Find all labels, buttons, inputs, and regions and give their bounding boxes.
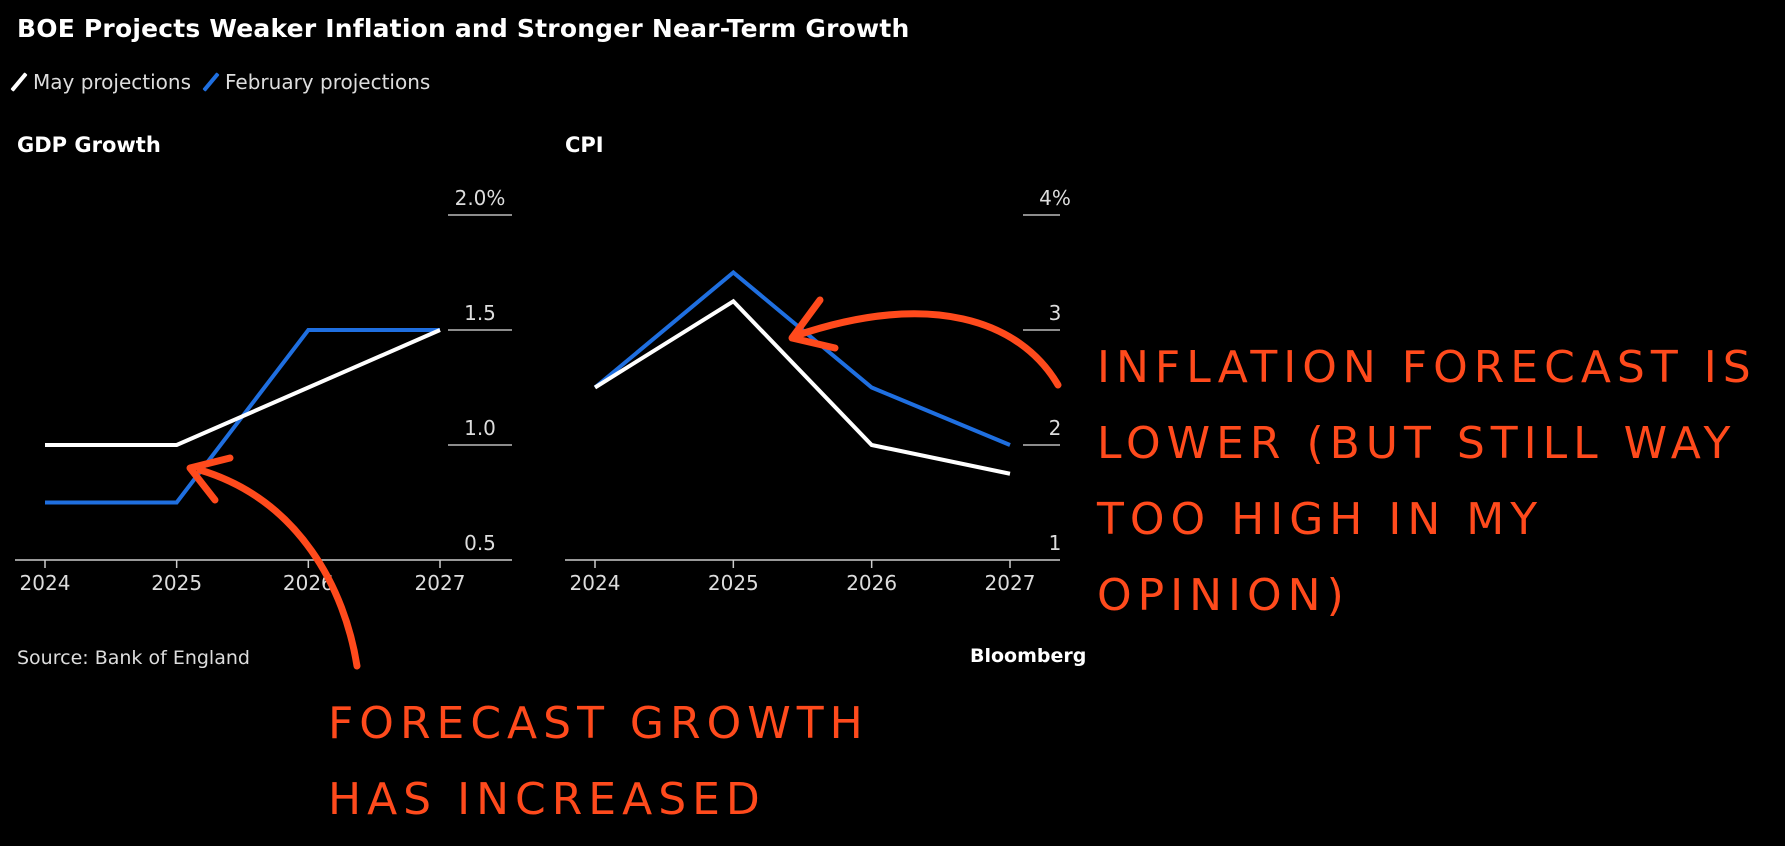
brand-label: Bloomberg [970, 645, 1087, 667]
gdp-x-tick-label: 2025 [151, 571, 202, 595]
gdp-y-tick-label: 1.0 [464, 416, 496, 440]
inflation-annotation-line: LOWER (BUT STILL WAY [1097, 418, 1737, 469]
gdp-x-tick-label: 2024 [20, 571, 71, 595]
legend-label-february: February projections [225, 70, 431, 94]
growth-annotation-line: HAS INCREASED [328, 774, 766, 825]
cpi-y-tick-label: 1 [1049, 531, 1062, 555]
inflation-annotation: INFLATION FORECAST IS LOWER (BUT STILL W… [1097, 330, 1785, 634]
gdp-y-tick-label: 2.0% [455, 186, 506, 210]
cpi-x-tick-label: 2024 [570, 571, 621, 595]
gdp-x-tick-label: 2027 [415, 571, 466, 595]
growth-annotation: FORECAST GROWTH HAS INCREASED [328, 686, 869, 838]
legend-item-may: May projections [10, 70, 192, 94]
legend-label-may: May projections [33, 70, 192, 94]
gdp-y-tick-label: 0.5 [464, 531, 496, 555]
legend: May projections February projections [10, 70, 431, 94]
gdp-series-line-may [45, 328, 441, 447]
gdp-y-tick-label: 1.5 [464, 301, 496, 325]
growth-arrow-head [186, 454, 234, 504]
source-note: Source: Bank of England [17, 647, 250, 669]
inflation-arrow-head [788, 296, 839, 352]
growth-annotation-line: FORECAST GROWTH [328, 698, 869, 749]
growth-arrow-shaft [196, 466, 361, 670]
chart-title: BOE Projects Weaker Inflation and Strong… [17, 14, 910, 43]
cpi-y-tick-label: 3 [1049, 301, 1062, 325]
cpi-x-tick-label: 2027 [985, 571, 1036, 595]
cpi-y-tick-label: 2 [1049, 416, 1062, 440]
legend-item-february: February projections [202, 70, 431, 94]
inflation-arrow-shaft [791, 310, 1062, 389]
cpi-y-tick-label: 4% [1039, 186, 1071, 210]
cpi-panel-title: CPI [565, 133, 604, 157]
cpi-x-tick-label: 2026 [846, 571, 897, 595]
cpi-series-line-february [593, 269, 1011, 447]
inflation-annotation-line: TOO HIGH IN MY OPINION) [1097, 494, 1544, 621]
gdp-panel-title: GDP Growth [17, 133, 161, 157]
cpi-series-line-may [593, 298, 1011, 476]
inflation-annotation-line: INFLATION FORECAST IS [1097, 342, 1757, 393]
cpi-x-tick-label: 2025 [708, 571, 759, 595]
